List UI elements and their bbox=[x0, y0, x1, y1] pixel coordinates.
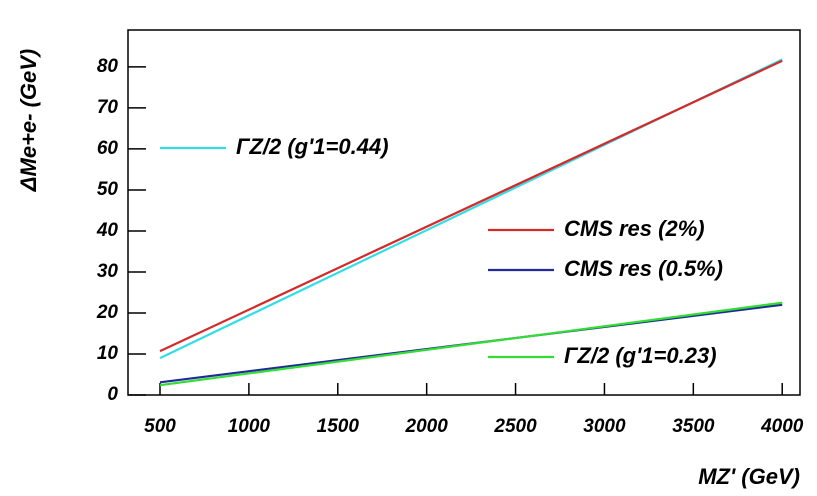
plot-frame bbox=[127, 29, 801, 396]
y-tick-label: 50 bbox=[97, 179, 119, 200]
y-tick-label: 70 bbox=[97, 97, 119, 118]
y-tick-label: 60 bbox=[97, 138, 119, 159]
legend-label: ΓZ/2 (g'1=0.44) bbox=[236, 134, 389, 159]
y-tick-label: 10 bbox=[97, 343, 119, 364]
x-tick-label: 2500 bbox=[493, 416, 537, 437]
y-axis-label: ΔMe+e- (GeV) bbox=[16, 49, 41, 193]
series-line bbox=[159, 301, 783, 387]
x-tick-label: 2000 bbox=[405, 416, 449, 437]
legend-label: ΓZ/2 (g'1=0.23) bbox=[564, 343, 717, 368]
x-tick-label: 4000 bbox=[760, 416, 804, 437]
x-tick-label: 1000 bbox=[228, 416, 271, 437]
y-tick-label: 80 bbox=[97, 56, 119, 77]
legend-label: CMS res (2%) bbox=[564, 216, 705, 241]
y-tick-label: 0 bbox=[107, 384, 118, 405]
series-line bbox=[159, 59, 783, 353]
x-tick-label: 1500 bbox=[317, 416, 360, 437]
x-tick-label: 3500 bbox=[672, 416, 715, 437]
y-tick-label: 40 bbox=[96, 220, 119, 241]
legend-label: CMS res (0.5%) bbox=[564, 256, 723, 281]
x-tick-label: 3000 bbox=[583, 416, 626, 437]
x-axis-label: MZ' (GeV) bbox=[698, 464, 800, 489]
y-tick-label: 30 bbox=[97, 261, 119, 282]
x-tick-label: 500 bbox=[144, 416, 176, 437]
y-tick-label: 20 bbox=[96, 302, 119, 323]
